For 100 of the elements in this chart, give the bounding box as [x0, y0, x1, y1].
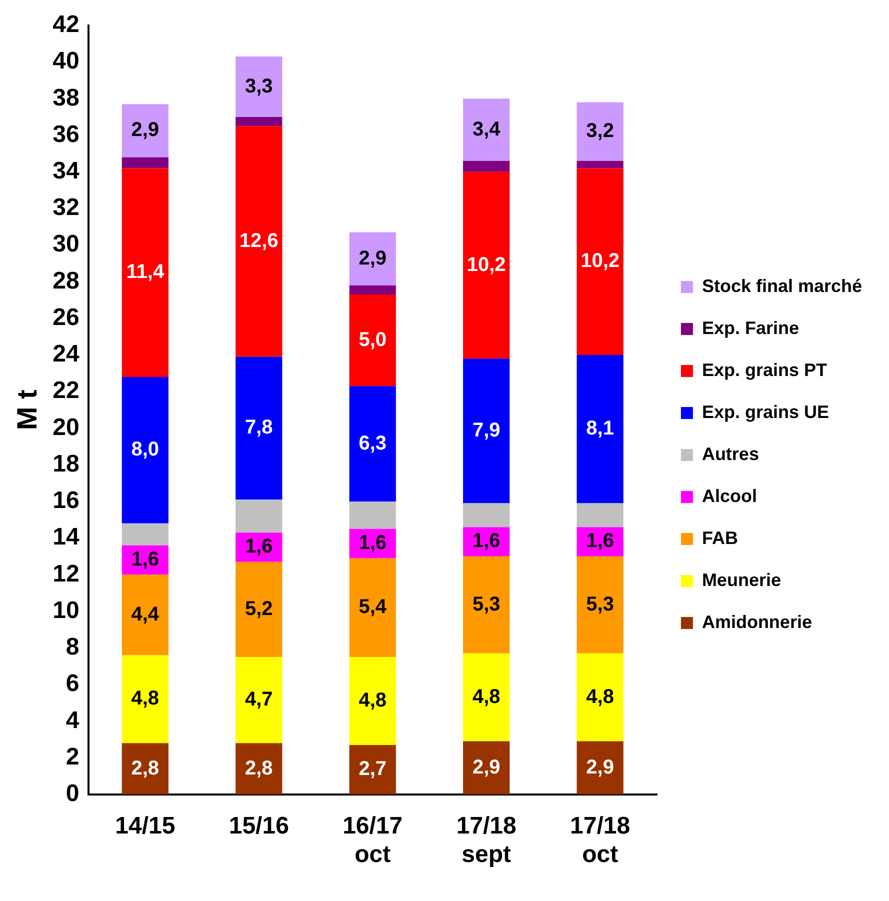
data-label: 5,0 — [358, 328, 387, 351]
bar — [349, 501, 396, 529]
bar — [576, 653, 624, 742]
data-label: 5,3 — [586, 593, 614, 616]
data-label: 4,8 — [472, 686, 500, 708]
y-tick-label: 20 — [52, 414, 80, 441]
data-label: 3,3 — [244, 75, 273, 98]
bar — [236, 56, 282, 117]
bar — [349, 386, 396, 502]
y-tick-label: 34 — [52, 158, 80, 184]
x-tick-label: 15/16 — [228, 812, 289, 840]
data-label: 10,2 — [466, 254, 506, 276]
bar — [122, 523, 168, 546]
bar — [576, 354, 624, 504]
bar — [122, 574, 168, 656]
y-tick-label: 42 — [52, 11, 80, 38]
y-tick-label: 0 — [66, 780, 80, 808]
legend-label: Stock final marché — [702, 276, 862, 296]
y-tick-label: 14 — [52, 524, 80, 551]
x-tick-label: 17/18 oct — [570, 812, 630, 868]
bar — [349, 294, 396, 386]
data-label: 1,6 — [244, 536, 273, 558]
legend-label: Exp. grains UE — [702, 402, 829, 422]
bar — [463, 172, 510, 359]
bar — [236, 116, 282, 126]
bar — [349, 232, 396, 286]
data-label: 11,4 — [126, 261, 165, 284]
bar — [122, 157, 168, 168]
y-tick-label: 26 — [52, 304, 80, 331]
data-label: 1,6 — [586, 530, 614, 552]
data-label: 4,4 — [131, 603, 160, 626]
data-label: 4,8 — [586, 686, 614, 708]
y-tick-label: 16 — [52, 487, 80, 514]
data-label: 2,7 — [358, 758, 387, 780]
bar — [236, 562, 282, 658]
data-label: 1,6 — [358, 532, 387, 554]
y-tick-label: 36 — [52, 120, 80, 148]
y-tick-label: 10 — [52, 596, 80, 624]
data-label: 12,6 — [239, 230, 278, 252]
bar — [463, 556, 510, 654]
bar — [349, 285, 396, 295]
y-tick-label: 40 — [52, 48, 80, 75]
bar — [463, 741, 510, 794]
bar — [122, 104, 168, 158]
bar — [122, 168, 168, 377]
data-label: 4,8 — [358, 690, 387, 712]
bar — [463, 98, 510, 161]
data-label: 8,0 — [131, 438, 160, 461]
legend-label: Autres — [702, 444, 759, 464]
data-label: 2,9 — [131, 119, 160, 142]
bar — [349, 744, 396, 794]
bar — [576, 503, 624, 528]
y-tick-label: 18 — [52, 450, 80, 478]
legend-label: Exp. Farine — [702, 318, 799, 338]
data-label: 2,9 — [358, 247, 387, 270]
data-label: 6,3 — [358, 432, 387, 454]
y-tick-label: 4 — [66, 706, 80, 734]
y-tick-label: 22 — [52, 377, 80, 404]
data-label: 2,8 — [244, 757, 273, 780]
data-label: 3,2 — [586, 120, 614, 142]
data-label: 4,8 — [131, 688, 160, 710]
bar — [576, 556, 624, 654]
data-label: 7,9 — [472, 419, 500, 442]
bar — [463, 653, 510, 742]
bar — [576, 102, 624, 161]
bar — [463, 160, 510, 172]
bar — [236, 500, 282, 533]
bar — [122, 376, 168, 524]
data-label: 7,8 — [244, 416, 273, 439]
bar — [122, 743, 168, 794]
y-tick-label: 28 — [52, 267, 80, 294]
bar — [463, 503, 510, 528]
y-tick-label: 32 — [52, 194, 80, 222]
data-label: 5,3 — [472, 593, 500, 616]
bar — [349, 657, 396, 745]
y-tick-label: 6 — [66, 670, 80, 698]
bar — [349, 558, 396, 658]
y-tick-label: 12 — [52, 560, 80, 588]
bar — [576, 168, 624, 355]
legend-label: Alcool — [702, 486, 757, 506]
data-label: 8,1 — [586, 418, 614, 440]
legend-label: Amidonnerie — [702, 612, 812, 632]
data-label: 5,4 — [358, 596, 388, 618]
bar — [236, 356, 282, 500]
x-tick-label: 17/18 sept — [456, 812, 516, 868]
legend-label: FAB — [702, 528, 738, 548]
data-label: 2,9 — [586, 756, 614, 778]
bar — [576, 160, 624, 168]
bar — [122, 655, 168, 744]
y-axis-title: M t — [12, 390, 43, 430]
bar — [236, 126, 282, 357]
legend-label: Meunerie — [702, 570, 781, 590]
y-tick-label: 8 — [66, 634, 80, 661]
x-tick-label: 14/15 — [115, 812, 176, 840]
y-tick-label: 38 — [52, 84, 80, 112]
bar — [576, 741, 624, 794]
x-tick-label: 16/17 oct — [342, 812, 403, 868]
data-label: 1,6 — [472, 530, 500, 552]
y-tick-label: 2 — [66, 743, 80, 770]
data-label: 1,6 — [131, 548, 160, 571]
